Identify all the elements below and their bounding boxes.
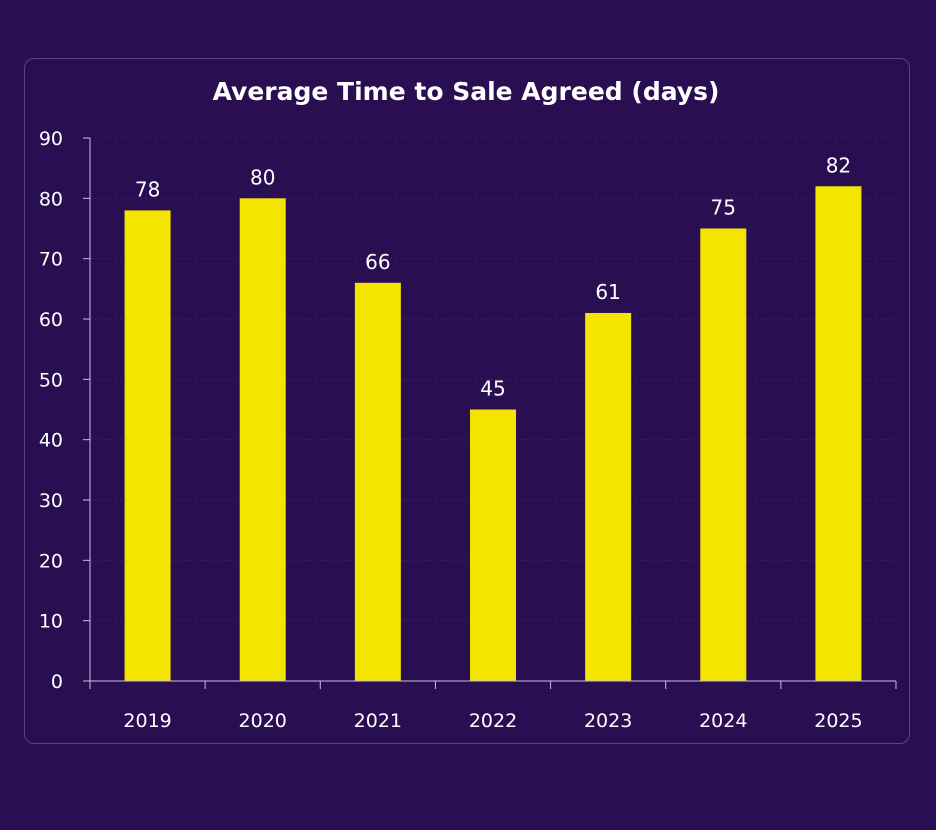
bar-2022 [470, 409, 516, 681]
x-tick-label: 2023 [584, 710, 632, 732]
y-tick-label: 70 [39, 249, 63, 271]
axes: 0 10 20 30 40 50 60 70 80 90 2019 2020 2021 2022 2023 2… [39, 128, 897, 732]
bar-2023 [585, 312, 632, 681]
y-tick-label: 20 [39, 550, 63, 572]
value-label-2021: 66 [365, 250, 390, 274]
bar-2024 [700, 228, 747, 681]
y-tick-label: 40 [39, 430, 63, 452]
value-labels: 78 80 66 45 61 75 82 [135, 153, 851, 400]
value-label-2024: 75 [711, 196, 736, 220]
value-label-2023: 61 [595, 280, 620, 304]
gridlines [90, 137, 896, 622]
y-tick-label: 80 [39, 188, 63, 210]
bar-2019 [124, 210, 171, 681]
value-label-2025: 82 [826, 153, 851, 177]
bar-2025 [815, 186, 862, 681]
value-label-2020: 80 [250, 165, 275, 189]
x-tick-label: 2024 [699, 710, 747, 732]
chart-title: Average Time to Sale Agreed (days) [213, 77, 720, 106]
y-tick-label: 60 [39, 309, 63, 331]
value-label-2022: 45 [480, 377, 505, 401]
y-tick-label: 90 [39, 128, 63, 150]
y-tick-label: 10 [39, 611, 63, 633]
bar-2020 [239, 198, 286, 682]
bars [124, 186, 862, 682]
x-tick-label: 2025 [814, 710, 862, 732]
bar-2021 [354, 282, 401, 681]
value-label-2019: 78 [135, 177, 160, 201]
y-tick-label: 0 [51, 671, 63, 693]
chart-card [24, 58, 910, 744]
x-tick-label: 2020 [239, 710, 287, 732]
y-tick-label: 50 [39, 369, 63, 391]
x-tick-label: 2019 [123, 710, 171, 732]
y-tick-label: 30 [39, 490, 63, 512]
x-tick-label: 2022 [469, 710, 517, 732]
x-tick-label: 2021 [354, 710, 402, 732]
